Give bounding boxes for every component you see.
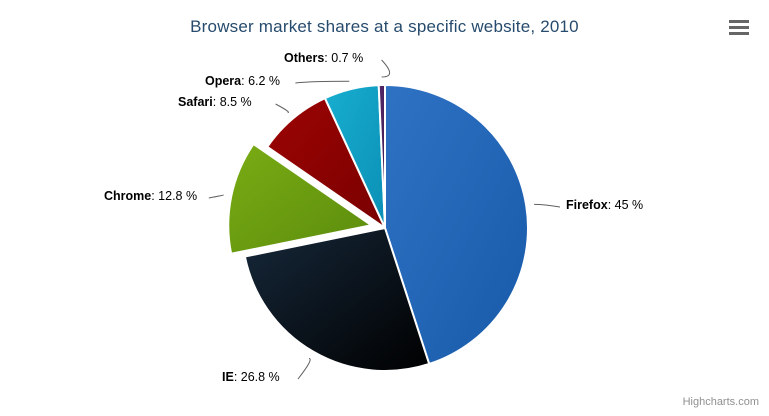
data-label-name: Safari	[178, 95, 213, 109]
label-connector-firefox	[534, 203, 561, 208]
data-label-name: Chrome	[104, 189, 152, 203]
label-connector-group	[208, 59, 561, 380]
data-label-name: Others	[284, 51, 325, 65]
data-label-value: : 26.8 %	[233, 370, 280, 384]
data-label-others: Others: 0.7 %	[284, 51, 363, 65]
data-label-chrome: Chrome: 12.8 %	[104, 189, 197, 203]
pie-slice-firefox[interactable]	[384, 84, 529, 365]
credits-link[interactable]: Highcharts.com	[682, 396, 759, 408]
hamburger-bar-2	[729, 26, 749, 29]
data-label-name: Opera	[205, 74, 242, 88]
pie-slice-chrome[interactable]	[227, 143, 373, 255]
label-connector-chrome	[208, 194, 224, 199]
data-label-ie: IE: 26.8 %	[222, 370, 280, 384]
data-label-value: : 6.2 %	[241, 74, 281, 88]
hamburger-bar-1	[729, 20, 749, 23]
pie-slice-group	[227, 84, 529, 372]
data-label-value: : 0.7 %	[324, 51, 364, 65]
data-label-name: Firefox	[566, 198, 608, 212]
label-connector-ie	[297, 358, 311, 380]
hamburger-menu-icon[interactable]	[727, 17, 751, 39]
data-label-firefox: Firefox: 45 %	[566, 198, 643, 212]
data-label-opera: Opera: 6.2 %	[205, 74, 280, 88]
label-connector-safari	[275, 103, 289, 114]
data-label-value: : 12.8 %	[151, 189, 198, 203]
pie-slice-others[interactable]	[377, 84, 386, 229]
data-label-value: : 8.5 %	[212, 95, 252, 109]
hamburger-bar-3	[729, 32, 749, 35]
data-label-safari: Safari: 8.5 %	[178, 95, 252, 109]
page-title: Browser market shares at a specific webs…	[190, 17, 579, 36]
label-connector-opera	[295, 80, 350, 84]
label-connector-others	[381, 59, 391, 78]
data-label-value: : 45 %	[607, 198, 644, 212]
data-label-name: IE	[222, 370, 234, 384]
pie-slice-ie[interactable]	[243, 227, 431, 372]
